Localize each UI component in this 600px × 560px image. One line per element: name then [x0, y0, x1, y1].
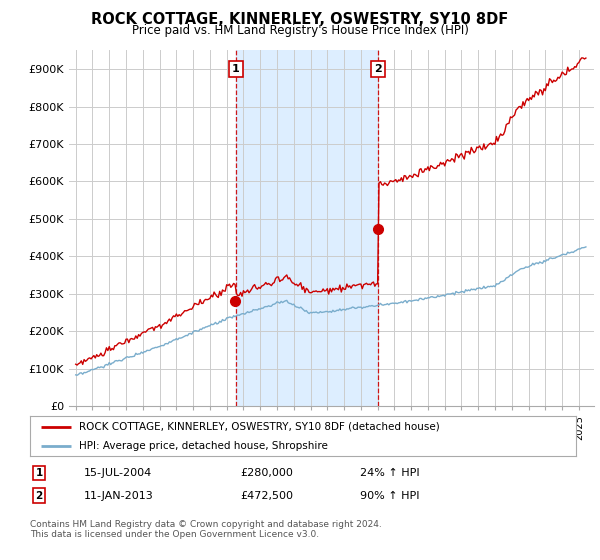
Text: HPI: Average price, detached house, Shropshire: HPI: Average price, detached house, Shro… — [79, 441, 328, 450]
Text: ROCK COTTAGE, KINNERLEY, OSWESTRY, SY10 8DF: ROCK COTTAGE, KINNERLEY, OSWESTRY, SY10 … — [91, 12, 509, 27]
Text: 1: 1 — [35, 468, 43, 478]
Text: £472,500: £472,500 — [240, 491, 293, 501]
Text: ROCK COTTAGE, KINNERLEY, OSWESTRY, SY10 8DF (detached house): ROCK COTTAGE, KINNERLEY, OSWESTRY, SY10 … — [79, 422, 440, 432]
Text: 2: 2 — [374, 64, 382, 74]
Text: 90% ↑ HPI: 90% ↑ HPI — [360, 491, 419, 501]
Text: 11-JAN-2013: 11-JAN-2013 — [84, 491, 154, 501]
Text: 24% ↑ HPI: 24% ↑ HPI — [360, 468, 419, 478]
Bar — [236, 50, 378, 406]
Text: Price paid vs. HM Land Registry's House Price Index (HPI): Price paid vs. HM Land Registry's House … — [131, 24, 469, 36]
Text: Contains HM Land Registry data © Crown copyright and database right 2024.
This d: Contains HM Land Registry data © Crown c… — [30, 520, 382, 539]
Text: 2: 2 — [35, 491, 43, 501]
Text: 1: 1 — [232, 64, 239, 74]
Text: £280,000: £280,000 — [240, 468, 293, 478]
Text: 15-JUL-2004: 15-JUL-2004 — [84, 468, 152, 478]
